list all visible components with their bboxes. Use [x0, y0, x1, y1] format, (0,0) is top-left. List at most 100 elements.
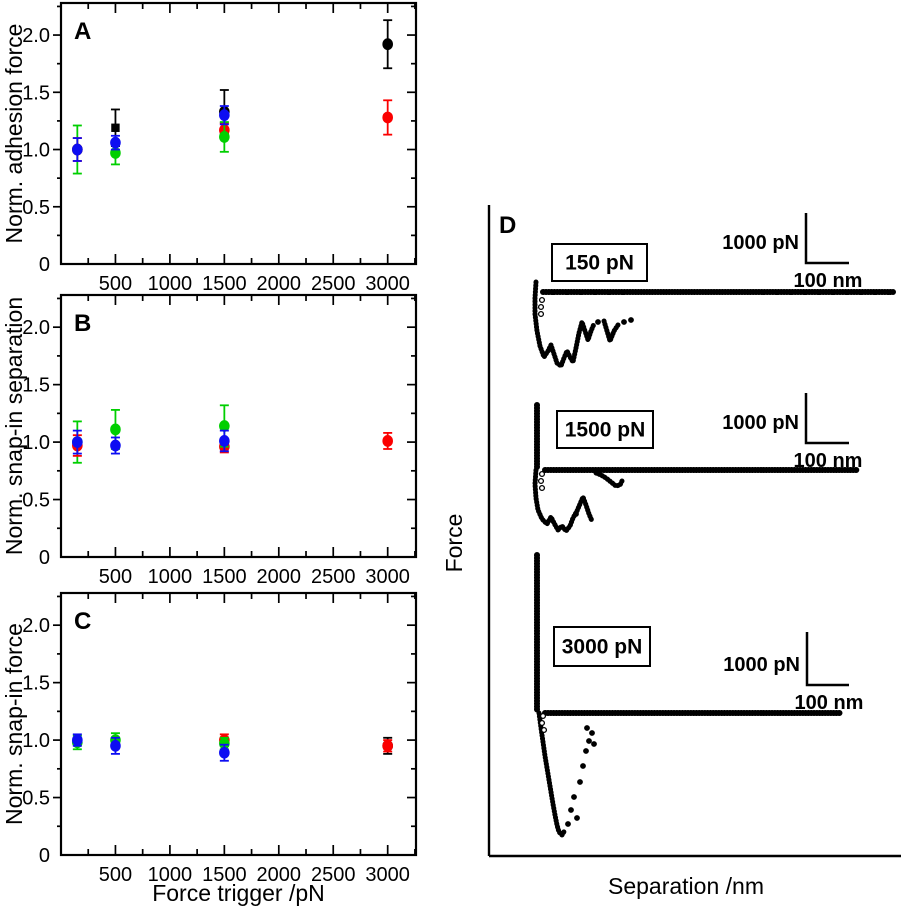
panel-letter: D: [499, 212, 516, 239]
x-tick-label: 1500: [202, 566, 247, 588]
curve-label: 1500 pN: [565, 419, 646, 442]
scalebar: [804, 213, 849, 265]
x-axis-title: Force trigger /pN: [152, 880, 325, 906]
curve-dot: [628, 317, 634, 323]
scalebar: [804, 393, 849, 445]
x-tick-label: 3000: [365, 566, 410, 588]
marker-circle: [72, 734, 83, 746]
scalebar-distance-label: 100 nm: [794, 450, 863, 472]
snap-in-open-circle: [538, 719, 546, 727]
curve-adhesion-dip: [532, 467, 595, 534]
curve-dot: [584, 725, 590, 731]
panel-letter: B: [74, 310, 91, 337]
data-point-blue: [72, 429, 83, 455]
x-tick-label: 1000: [148, 566, 193, 588]
marker-circle: [382, 435, 393, 447]
marker-square: [111, 123, 120, 132]
curve-label: 150 pN: [565, 252, 634, 275]
curve-dot: [565, 821, 571, 827]
y-tick-label: 2.0: [22, 317, 50, 339]
y-tick-label: 0.5: [22, 197, 50, 219]
data-point-blue: [110, 134, 121, 151]
marker-circle: [219, 420, 230, 432]
data-point-blue: [110, 736, 121, 755]
x-tick-label: 1500: [202, 273, 247, 295]
marker-circle: [219, 109, 230, 122]
snap-in-open-circle: [540, 726, 548, 734]
curve-label-box: [556, 410, 654, 449]
x-tick-label: 2500: [311, 273, 356, 295]
curve-dot: [595, 319, 601, 325]
curve-dot: [586, 738, 592, 744]
snap-in-open-circle: [537, 310, 545, 318]
curve-adhesion-dip: [536, 710, 568, 838]
curve-label-box: [553, 626, 651, 667]
curve-dot: [589, 730, 595, 736]
panel-b: 500 1000 1500 2000 2500 3000 0 0.5 1.0 1.5 2.0 B Nor…: [1, 293, 418, 588]
marker-circle: [72, 436, 83, 448]
curve-label: 3000 pN: [562, 636, 643, 659]
marker-circle: [382, 111, 393, 124]
y-tick-label: 1.0: [22, 432, 50, 454]
y-tick-label: 0: [39, 254, 50, 276]
marker-circle: [382, 739, 393, 752]
scalebar-distance-label: 100 nm: [794, 270, 863, 292]
curve-dot: [573, 511, 579, 517]
x-tick-label: 500: [99, 566, 132, 588]
y-tick-label: 2.0: [22, 25, 50, 47]
curve-dot: [583, 748, 589, 754]
x-tick-label: 2000: [257, 566, 302, 588]
data-point-red: [382, 431, 393, 450]
marker-circle: [219, 737, 230, 750]
scalebar-force-label: 1000 pN: [723, 654, 800, 676]
panel-c: 500 1000 1500 2000 2500 3000 0 0.5 1.0 1.5 2.0 C Nor…: [1, 591, 418, 906]
curve-dot: [621, 319, 627, 325]
y-tick-label: 1.0: [22, 140, 50, 162]
marker-circle: [382, 38, 393, 51]
marker-circle: [110, 439, 121, 452]
x-axis-title: Separation /nm: [608, 873, 764, 899]
data-point-blue: [219, 743, 230, 762]
panel-letter: A: [74, 18, 91, 45]
x-tick-label: 1000: [148, 273, 193, 295]
panel-a: 500 1000 1500 2000 2500 3000 0 0.5 1.0 1.5 2.0 A Nor…: [1, 1, 418, 295]
curve-label-box: [551, 243, 648, 282]
y-tick-label: 0.5: [22, 490, 50, 512]
x-tick-label: 2000: [257, 864, 302, 886]
curve-dot: [574, 815, 580, 821]
y-tick-label: 0: [39, 845, 50, 867]
curve-adhesion-dip: [532, 279, 597, 369]
x-tick-label: 3000: [365, 273, 410, 295]
scalebar: [805, 632, 849, 687]
y-tick-label: 1.5: [22, 375, 50, 397]
marker-circle: [219, 435, 230, 447]
x-tick-label: 2500: [311, 864, 356, 886]
plot-frame: [59, 1, 418, 266]
snap-in-open-circle: [537, 477, 545, 485]
curve-dot: [580, 763, 586, 769]
curve-segment: [601, 318, 621, 344]
panel-letter: C: [74, 608, 91, 635]
data-point-blue: [110, 436, 121, 455]
x-tick-label: 500: [99, 864, 132, 886]
x-tick-label: 500: [99, 273, 132, 295]
x-tick-label: 1500: [202, 864, 247, 886]
data-point-blue: [219, 429, 230, 453]
x-tick-label: 2500: [311, 566, 356, 588]
scalebar-force-label: 1000 pN: [722, 412, 799, 434]
y-axis-title: Norm. snap-in force: [1, 623, 27, 825]
panel-d: D Force Separation /nm 150 pN 1000 pN 100 nm 1…: [441, 205, 901, 899]
data-point-red: [382, 99, 393, 136]
snap-in-open-circle: [539, 712, 547, 720]
marker-circle: [110, 423, 121, 436]
y-tick-label: 1.0: [22, 730, 50, 752]
y-axis-title: Force: [441, 514, 467, 573]
curve-dot: [577, 779, 583, 785]
data-point-blue: [72, 733, 83, 747]
x-tick-label: 3000: [365, 864, 410, 886]
force-curve-3000-pn: 3000 pN 1000 pN 100 nm: [534, 552, 863, 838]
marker-circle: [219, 746, 230, 759]
y-axis-title: Norm. adhesion force: [1, 24, 27, 244]
